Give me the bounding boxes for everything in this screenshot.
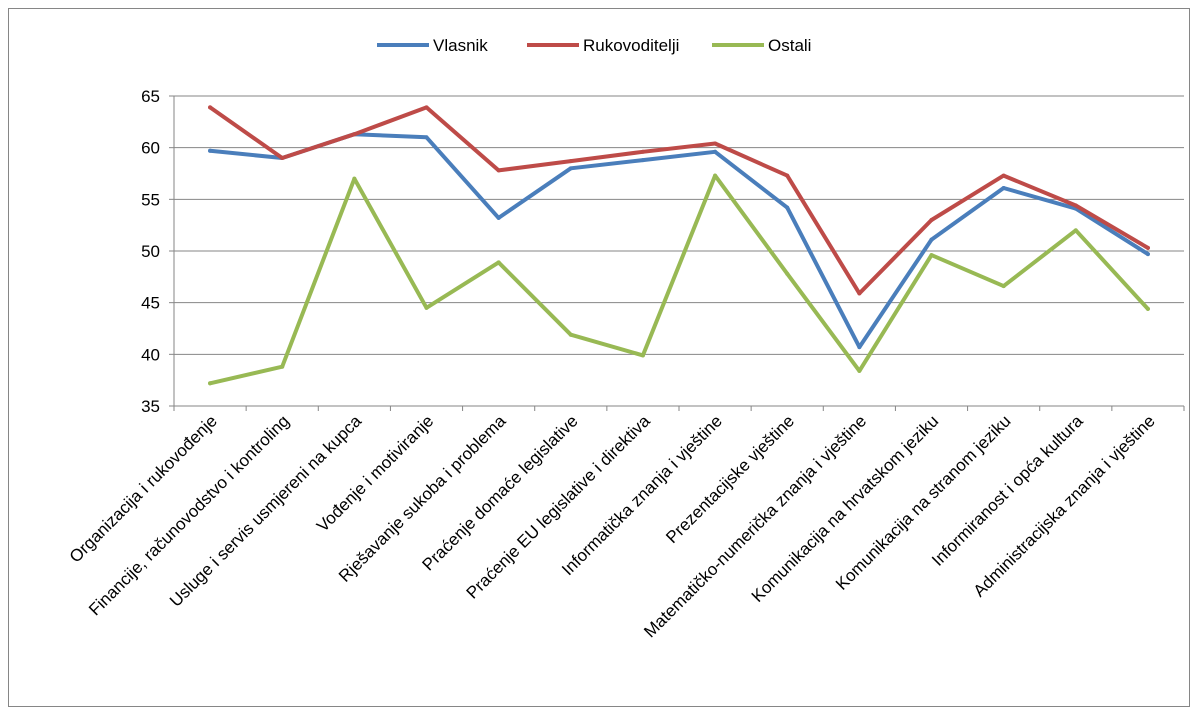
series-line-vlasnik [208,132,1150,350]
data-point-ostali [713,173,718,178]
legend-label: Ostali [768,36,811,55]
y-tick-label: 35 [141,397,160,416]
data-point-rukovoditelji [929,218,934,222]
data-point-vlasnik [568,166,573,171]
data-point-ostali [208,381,213,386]
series-line-ostali [208,173,1150,386]
data-point-ostali [1001,284,1006,289]
data-point-ostali [929,253,934,258]
data-point-vlasnik [208,148,213,153]
data-point-vlasnik [857,345,862,350]
data-point-rukovoditelji [1145,245,1150,250]
legend-label: Rukovoditelji [583,36,679,55]
data-point-rukovoditelji [424,105,429,110]
y-tick-label: 50 [141,242,160,261]
legend-item-rukovoditelji: Rukovoditelji [527,36,679,55]
y-tick-labels: 35 40 45 50 55 60 65 [141,87,160,416]
series-line-rukovoditelji [208,105,1150,296]
data-point-ostali [1073,228,1078,233]
data-point-ostali [496,260,501,265]
data-point-vlasnik [424,135,429,140]
data-point-rukovoditelji [352,132,357,137]
data-point-ostali [1145,306,1150,311]
data-point-ostali [352,176,357,181]
chart-border [8,8,1190,707]
data-point-rukovoditelji [857,291,862,296]
y-tick-label: 60 [141,139,160,158]
data-point-ostali [640,353,645,358]
legend-item-ostali: Ostali [712,36,811,55]
legend-label: Vlasnik [433,36,488,55]
data-point-rukovoditelji [1073,203,1078,208]
data-point-vlasnik [785,205,790,210]
data-point-vlasnik [713,149,718,154]
y-tick-label: 40 [141,345,160,364]
data-point-rukovoditelji [568,159,573,164]
legend: Vlasnik Rukovoditelji Ostali [377,36,811,55]
y-tick-label: 65 [141,87,160,106]
data-point-ostali [568,332,573,337]
axes [169,95,1185,411]
series-lines [208,105,1150,386]
data-point-vlasnik [929,237,934,242]
data-point-rukovoditelji [785,173,790,178]
data-point-vlasnik [1001,185,1006,190]
y-tick-label: 45 [141,294,160,313]
data-point-vlasnik [640,158,645,163]
y-tick-label: 55 [141,190,160,209]
data-point-ostali [280,364,285,369]
data-point-ostali [857,368,862,373]
data-point-rukovoditelji [208,105,213,110]
data-point-rukovoditelji [640,149,645,154]
data-point-rukovoditelji [496,168,501,173]
data-point-rukovoditelji [280,156,285,160]
legend-item-vlasnik: Vlasnik [377,36,488,55]
data-point-vlasnik [1145,252,1150,257]
data-point-vlasnik [496,215,501,220]
data-point-rukovoditelji [1001,173,1006,178]
data-point-rukovoditelji [713,141,718,146]
data-point-ostali [424,305,429,310]
data-point-ostali [785,271,790,276]
